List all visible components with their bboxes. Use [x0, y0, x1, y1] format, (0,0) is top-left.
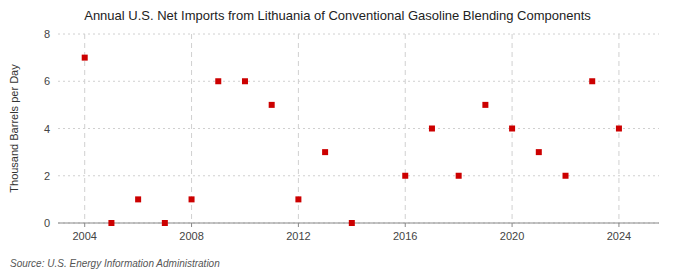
y-tick-label: 4 — [44, 123, 50, 135]
x-tick — [191, 223, 192, 227]
y-tick-label: 6 — [44, 75, 50, 87]
point — [82, 55, 88, 61]
x-tick — [298, 223, 299, 227]
y-tick-label: 2 — [44, 170, 50, 182]
y-grid-line — [58, 175, 659, 176]
x-tick — [84, 223, 85, 227]
y-grid-line — [58, 128, 659, 129]
x-grid-line — [298, 34, 299, 223]
x-tick — [405, 223, 406, 227]
chart-svg: Annual U.S. Net Imports from Lithuania o… — [0, 0, 675, 275]
x-tick-label: 2004 — [72, 230, 96, 242]
y-grid-line — [58, 81, 659, 82]
y-tick-label: 0 — [44, 217, 50, 229]
point — [536, 149, 542, 155]
x-tick-label: 2008 — [179, 230, 203, 242]
y-axis: 0 2 4 6 8 — [44, 28, 50, 229]
x-tick-label: 2016 — [393, 230, 417, 242]
point — [242, 78, 248, 84]
x-tick-label: 2012 — [286, 230, 310, 242]
point — [269, 102, 275, 108]
x-tick — [512, 223, 513, 227]
x-grid-line — [84, 34, 85, 223]
point — [589, 78, 595, 84]
title: Annual U.S. Net Imports from Lithuania o… — [84, 8, 591, 23]
point — [402, 173, 408, 179]
x-tick-label: 2020 — [500, 230, 524, 242]
x-tick-label: 2024 — [607, 230, 631, 242]
point — [482, 102, 488, 108]
point — [189, 196, 195, 202]
point — [616, 126, 622, 132]
y-tick-label: 8 — [44, 28, 50, 40]
point — [108, 220, 114, 226]
source-note: Source: U.S. Energy Information Administ… — [10, 258, 220, 269]
point — [563, 173, 569, 179]
point — [215, 78, 221, 84]
point — [322, 149, 328, 155]
x-grid-line — [405, 34, 406, 223]
x-axis-line — [58, 223, 659, 224]
point — [509, 126, 515, 132]
point — [429, 126, 435, 132]
point — [349, 220, 355, 226]
point — [295, 196, 301, 202]
y-axis-label: Thousand Barrels per Day — [8, 64, 20, 193]
marks — [82, 55, 622, 226]
x-grid-line — [191, 34, 192, 223]
y-grid-line — [58, 223, 659, 224]
point — [162, 220, 168, 226]
y-grid-line — [58, 34, 659, 35]
chart-container: Annual U.S. Net Imports from Lithuania o… — [0, 0, 675, 275]
point — [456, 173, 462, 179]
grid — [58, 34, 659, 223]
point — [135, 196, 141, 202]
x-tick — [618, 223, 619, 227]
